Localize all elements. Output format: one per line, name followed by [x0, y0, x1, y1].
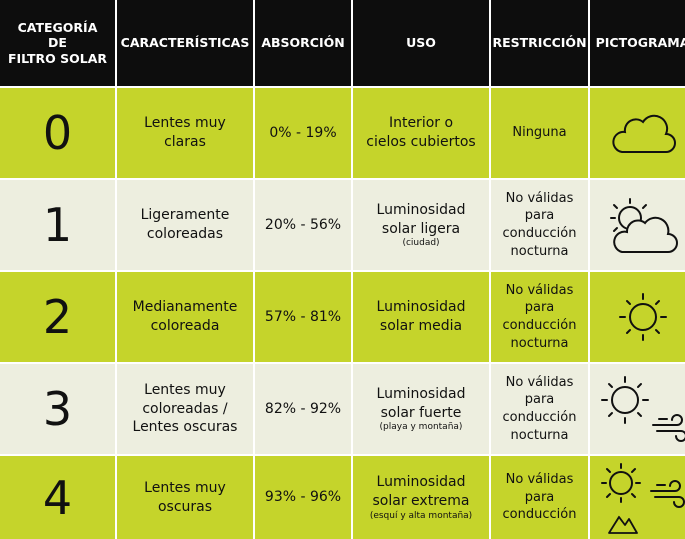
- absorption-cell: 20% - 56%: [255, 180, 351, 270]
- category-number: 4: [0, 456, 115, 539]
- characteristics-cell: Lentes muy claras: [117, 88, 253, 178]
- restriction-cell: No válidas para conducción nocturna: [491, 364, 588, 454]
- pictogram-cell: [590, 88, 685, 178]
- restriction-cell: No válidas para conducción: [491, 456, 588, 539]
- usage-cell: Luminosidad solar extrema (esquí y alta …: [353, 456, 489, 539]
- usage-cell: Luminosidad solar ligera (ciudad): [353, 180, 489, 270]
- category-number: 0: [0, 88, 115, 178]
- category-number: 2: [0, 272, 115, 362]
- usage-main: Luminosidad solar fuerte: [377, 385, 466, 423]
- header-pictograma-label: PICTOGRAMA: [596, 35, 685, 51]
- header-caracteristicas: CARACTERÍSTICAS: [117, 0, 253, 86]
- cloud-icon: [610, 110, 676, 156]
- header-absorcion-label: ABSORCIÓN: [261, 35, 344, 51]
- characteristics-cell: Lentes muy coloreadas / Lentes oscuras: [117, 364, 253, 454]
- header-uso: USO: [353, 0, 489, 86]
- header-categoria: CATEGORÍA DE FILTRO SOLAR: [0, 0, 115, 86]
- characteristics-cell: Ligeramente coloreadas: [117, 180, 253, 270]
- pictogram-cell: [590, 364, 685, 454]
- usage-cell: Interior o cielos cubiertos: [353, 88, 489, 178]
- sun-behind-cloud-icon: [606, 194, 680, 256]
- header-caracteristicas-label: CARACTERÍSTICAS: [121, 35, 250, 51]
- header-absorcion: ABSORCIÓN: [255, 0, 351, 86]
- usage-main: Luminosidad solar ligera: [377, 201, 466, 239]
- absorption-cell: 82% - 92%: [255, 364, 351, 454]
- header-restriccion-label: RESTRICCIÓN: [492, 35, 586, 51]
- characteristics-cell: Lentes muy oscuras: [117, 456, 253, 539]
- usage-main: Interior o cielos cubiertos: [366, 114, 475, 152]
- usage-main: Luminosidad solar extrema: [373, 473, 470, 511]
- header-categoria-label: CATEGORÍA DE FILTRO SOLAR: [8, 20, 107, 67]
- usage-cell: Luminosidad solar media: [353, 272, 489, 362]
- sun-icon: [618, 292, 668, 342]
- usage-cell: Luminosidad solar fuerte (playa y montañ…: [353, 364, 489, 454]
- characteristics-cell: Medianamente coloreada: [117, 272, 253, 362]
- restriction-cell: No válidas para conducción nocturna: [491, 180, 588, 270]
- pictogram-cell: [590, 272, 685, 362]
- usage-note: (playa y montaña): [380, 422, 463, 433]
- pictogram-cell: [590, 456, 685, 539]
- restriction-cell: No válidas para conducción nocturna: [491, 272, 588, 362]
- usage-main: Luminosidad solar media: [377, 298, 466, 336]
- absorption-cell: 93% - 96%: [255, 456, 351, 539]
- header-restriccion: RESTRICCIÓN: [491, 0, 588, 86]
- category-number: 1: [0, 180, 115, 270]
- header-uso-label: USO: [406, 35, 436, 51]
- absorption-cell: 57% - 81%: [255, 272, 351, 362]
- sun-wind-mountain-icon: [595, 461, 685, 535]
- sun-and-wind-icon: [597, 375, 685, 443]
- restriction-cell: Ninguna: [491, 88, 588, 178]
- pictogram-cell: [590, 180, 685, 270]
- usage-note: (ciudad): [402, 238, 439, 249]
- usage-note: (esquí y alta montaña): [370, 511, 472, 522]
- absorption-cell: 0% - 19%: [255, 88, 351, 178]
- header-pictograma: PICTOGRAMA: [590, 0, 685, 86]
- category-number: 3: [0, 364, 115, 454]
